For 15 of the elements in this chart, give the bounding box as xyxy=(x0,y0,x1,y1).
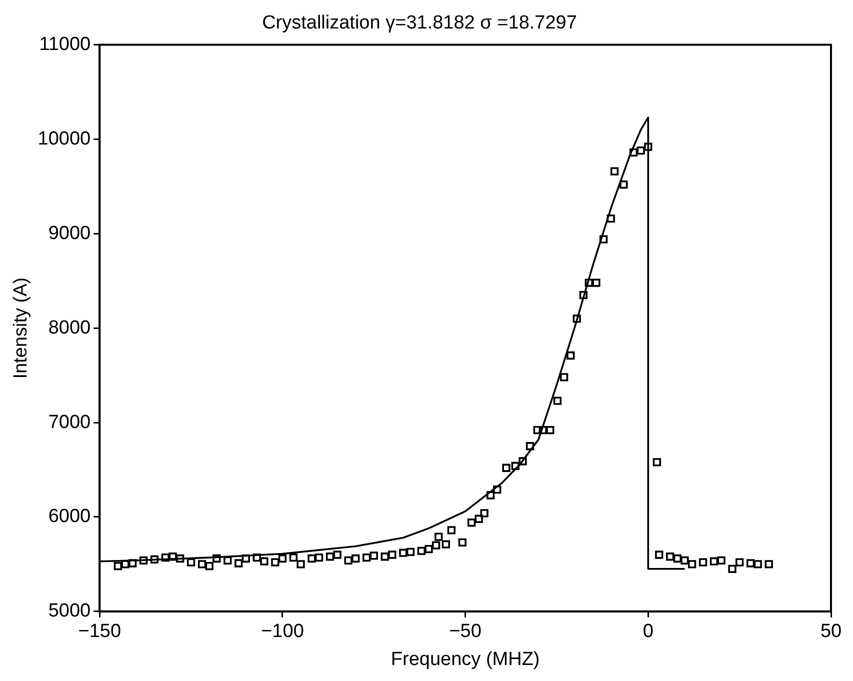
x-tick-label: 50 xyxy=(820,621,842,642)
y-tick-label: 9000 xyxy=(48,222,91,244)
x-tick-label: −150 xyxy=(78,621,122,642)
y-tick-label: 5000 xyxy=(48,600,91,622)
y-tick-label: 10000 xyxy=(38,128,91,150)
y-axis-title: Intensity (A) xyxy=(10,277,32,379)
y-tick-label: 7000 xyxy=(48,412,91,433)
x-tick-label: −50 xyxy=(449,621,482,642)
y-tick-label: 6000 xyxy=(48,506,91,528)
chart-title: Crystallization γ=31.8182 σ =18.7297 xyxy=(262,12,577,34)
x-tick-label: 0 xyxy=(642,621,654,642)
x-axis-title: Frequency (MHZ) xyxy=(390,648,540,670)
y-tick-label: 8000 xyxy=(48,317,91,338)
x-tick-label: −100 xyxy=(261,621,304,642)
y-tick-label: 11000 xyxy=(39,34,91,56)
